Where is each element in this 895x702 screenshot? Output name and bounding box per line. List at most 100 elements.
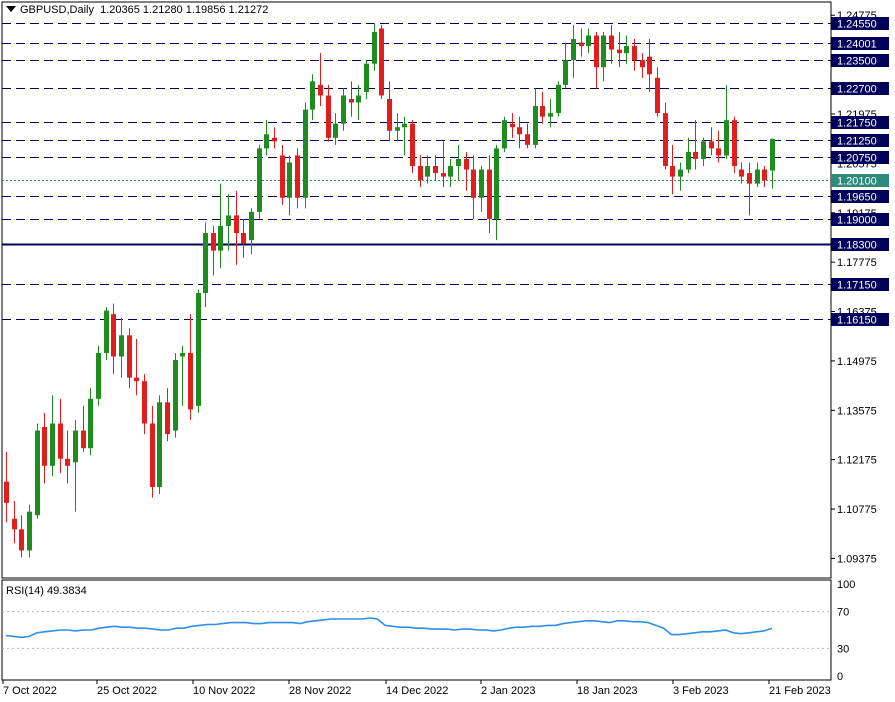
candle-body xyxy=(747,173,752,184)
candle xyxy=(211,225,216,276)
candle-body xyxy=(678,169,683,177)
candle-body xyxy=(341,95,346,124)
rsi-panel-frame xyxy=(1,579,832,681)
candle xyxy=(4,451,9,523)
candle xyxy=(27,504,32,558)
candle xyxy=(65,430,70,484)
candle xyxy=(678,162,683,191)
candle-body xyxy=(241,233,246,244)
candle-body xyxy=(624,46,629,54)
candle xyxy=(234,190,239,265)
candle xyxy=(295,148,300,209)
candle-body xyxy=(356,95,361,103)
price-tag: 1.22700 xyxy=(831,82,889,96)
candle-body xyxy=(379,28,384,96)
candle-body xyxy=(4,481,9,503)
candle-body xyxy=(35,430,40,516)
candle-body xyxy=(280,155,285,198)
price-tag-box xyxy=(831,238,889,251)
candle xyxy=(709,127,714,156)
price-tag-text: 1.20750 xyxy=(837,153,877,165)
price-tag-text: 1.23500 xyxy=(837,56,877,68)
candle xyxy=(594,31,599,89)
candle xyxy=(479,166,484,212)
price-tag-box xyxy=(831,213,889,226)
candle-body xyxy=(479,169,484,198)
candle xyxy=(218,183,223,269)
price-tag-text: 1.19650 xyxy=(837,192,877,204)
candle-body xyxy=(42,427,47,466)
candle-body xyxy=(724,120,729,156)
candle-body xyxy=(127,335,132,378)
candle-body xyxy=(272,137,277,142)
candle-body xyxy=(58,423,63,459)
candle xyxy=(287,155,292,216)
price-tag-text: 1.17150 xyxy=(837,280,877,292)
rsi-header: RSI(14) 49.3834 xyxy=(6,585,87,597)
rsi-line xyxy=(5,617,773,639)
candle-body xyxy=(517,127,522,135)
candle-body xyxy=(464,158,469,170)
candle-body xyxy=(211,233,216,251)
rsi-tick-label: 30 xyxy=(837,643,849,655)
candle-body xyxy=(142,381,147,424)
candle xyxy=(640,53,645,78)
candle xyxy=(257,144,262,219)
price-tag: 1.17150 xyxy=(831,278,889,292)
current-price-tag: 1.20100 xyxy=(831,174,889,188)
candle xyxy=(249,208,254,255)
candle xyxy=(104,307,109,361)
price-tag-box xyxy=(831,82,889,95)
price-tag-box xyxy=(831,151,889,164)
candle-body xyxy=(173,360,178,431)
candle-body xyxy=(441,173,446,177)
price-tag-box xyxy=(831,313,889,326)
price-tick-label: 1.14975 xyxy=(837,356,877,368)
candle-body xyxy=(640,60,645,68)
dropdown-triangle-icon[interactable] xyxy=(6,6,16,12)
candle xyxy=(693,120,698,170)
candle-body xyxy=(134,377,139,382)
candle-body xyxy=(318,84,323,96)
candle xyxy=(73,419,78,512)
candle-body xyxy=(655,77,660,114)
candle xyxy=(739,162,744,184)
candle-body xyxy=(310,81,315,110)
candle-body xyxy=(502,120,507,149)
chart-header: GBPUSD,Daily 1.20365 1.21280 1.19856 1.2… xyxy=(6,4,268,16)
candle-body xyxy=(50,423,55,466)
time-tick-label: 3 Feb 2023 xyxy=(673,685,729,697)
candle xyxy=(42,412,47,484)
candle-body xyxy=(372,31,377,64)
candle-body xyxy=(563,60,568,85)
price-tag: 1.18300 xyxy=(831,238,889,252)
candle xyxy=(173,352,178,438)
candle-body xyxy=(188,352,193,410)
rsi-tick-label: 0 xyxy=(837,671,843,683)
candle xyxy=(647,39,652,92)
candle-body xyxy=(548,113,553,117)
candle-body xyxy=(632,46,637,61)
time-tick-label: 28 Nov 2022 xyxy=(289,685,351,697)
candle xyxy=(111,303,116,375)
candle xyxy=(349,81,354,117)
candle-body xyxy=(387,98,392,131)
candle xyxy=(203,222,208,308)
support-resistance-levels xyxy=(2,23,831,320)
candle xyxy=(464,151,469,191)
time-axis: 7 Oct 2022 25 Oct 2022 10 Nov 2022 28 Nov 2… xyxy=(2,680,831,697)
price-tag: 1.23500 xyxy=(831,54,889,68)
price-tick-label: 1.09375 xyxy=(837,553,877,565)
candle xyxy=(264,120,269,156)
candle xyxy=(609,24,614,64)
candle-body xyxy=(226,215,231,226)
price-tag: 1.20750 xyxy=(831,151,889,165)
candle-body xyxy=(326,95,331,138)
candle xyxy=(157,395,162,495)
candle-body xyxy=(418,166,423,181)
candle-body xyxy=(73,430,78,463)
candle xyxy=(433,155,438,181)
candle-body xyxy=(287,162,292,198)
candle-body xyxy=(693,151,698,159)
